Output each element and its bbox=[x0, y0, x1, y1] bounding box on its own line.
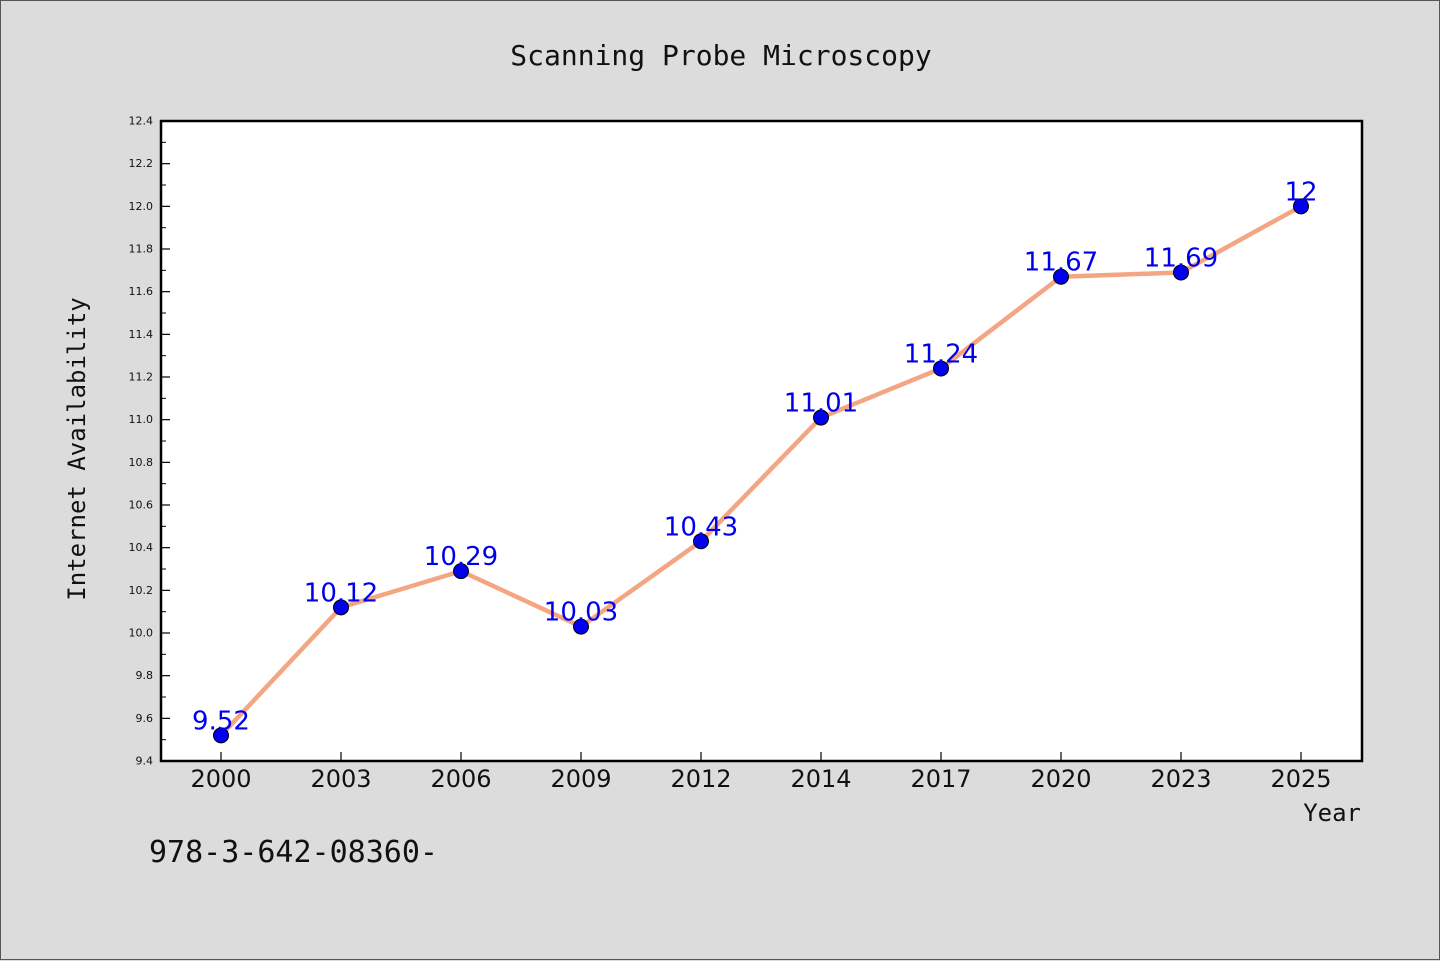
data-label: 9.52 bbox=[192, 706, 250, 736]
x-tick-label: 2025 bbox=[1270, 765, 1331, 793]
plot-area bbox=[159, 119, 1364, 763]
y-tick-label: 11.6 bbox=[129, 285, 154, 298]
y-tick-label: 10.6 bbox=[129, 499, 154, 512]
data-label: 10.43 bbox=[664, 512, 738, 542]
y-tick-label: 12.4 bbox=[129, 115, 154, 128]
y-tick-label: 11.0 bbox=[129, 413, 154, 426]
data-label: 10.03 bbox=[544, 598, 618, 628]
data-point bbox=[813, 409, 829, 426]
data-label: 11.01 bbox=[784, 389, 858, 419]
y-tick-label: 9.8 bbox=[136, 669, 154, 682]
series-line bbox=[218, 204, 1304, 738]
y-tick-label: 12.0 bbox=[129, 200, 154, 213]
y-axis-label: Internet Availability bbox=[63, 297, 91, 600]
y-tick-label: 10.4 bbox=[129, 541, 154, 554]
data-point bbox=[1053, 268, 1069, 285]
data-label: 11.67 bbox=[1024, 248, 1098, 278]
y-tick-label: 10.8 bbox=[129, 456, 154, 469]
data-labels: 9.52 10.12 10.29 10.03 10.43 11.01 11.24 11.67 1… bbox=[192, 177, 1317, 736]
footer-text: 978-3-642-08360- bbox=[149, 835, 438, 870]
y-tick-label: 10.0 bbox=[129, 627, 154, 640]
y-tick-label: 10.2 bbox=[129, 584, 154, 597]
y-tick-label: 11.2 bbox=[129, 371, 154, 384]
x-tick-label: 2000 bbox=[190, 765, 251, 793]
chart-title: Scanning Probe Microscopy bbox=[510, 39, 931, 72]
x-tick-label: 2020 bbox=[1030, 765, 1091, 793]
x-tick-label: 2023 bbox=[1150, 765, 1211, 793]
y-tick-label: 9.6 bbox=[136, 712, 154, 725]
y-tick-label: 9.4 bbox=[136, 755, 154, 768]
x-tick-label: 2012 bbox=[670, 765, 731, 793]
x-tick-label: 2014 bbox=[790, 765, 851, 793]
x-axis: 2000 2003 2006 2009 2012 2014 2017 2020 2023 2025 bbox=[190, 752, 1332, 793]
y-tick-label: 12.2 bbox=[129, 157, 154, 170]
data-point bbox=[1173, 264, 1189, 281]
x-tick-label: 2017 bbox=[910, 765, 971, 793]
data-point bbox=[693, 533, 709, 550]
x-tick-label: 2006 bbox=[430, 765, 491, 793]
data-point bbox=[333, 599, 349, 616]
series-line-group bbox=[218, 204, 1304, 738]
data-label: 10.29 bbox=[424, 542, 498, 572]
data-point bbox=[933, 360, 949, 377]
y-axis: 9.4 9.6 9.8 10.0 10.2 10.4 10.6 10.8 11.0 11.2 11.… bbox=[129, 115, 170, 768]
data-point bbox=[573, 618, 589, 635]
x-axis-label: Year bbox=[1303, 799, 1361, 827]
x-tick-label: 2009 bbox=[550, 765, 611, 793]
data-label: 10.12 bbox=[304, 578, 378, 608]
data-label: 11.69 bbox=[1144, 243, 1218, 273]
y-tick-label: 11.8 bbox=[129, 243, 154, 256]
y-tick-label: 11.4 bbox=[129, 328, 154, 341]
data-point bbox=[1293, 198, 1309, 215]
x-tick-label: 2003 bbox=[310, 765, 371, 793]
data-point bbox=[213, 727, 229, 744]
data-markers bbox=[213, 198, 1309, 744]
data-point bbox=[453, 563, 469, 580]
data-label: 11.24 bbox=[904, 339, 978, 369]
data-label: 12 bbox=[1284, 177, 1317, 207]
